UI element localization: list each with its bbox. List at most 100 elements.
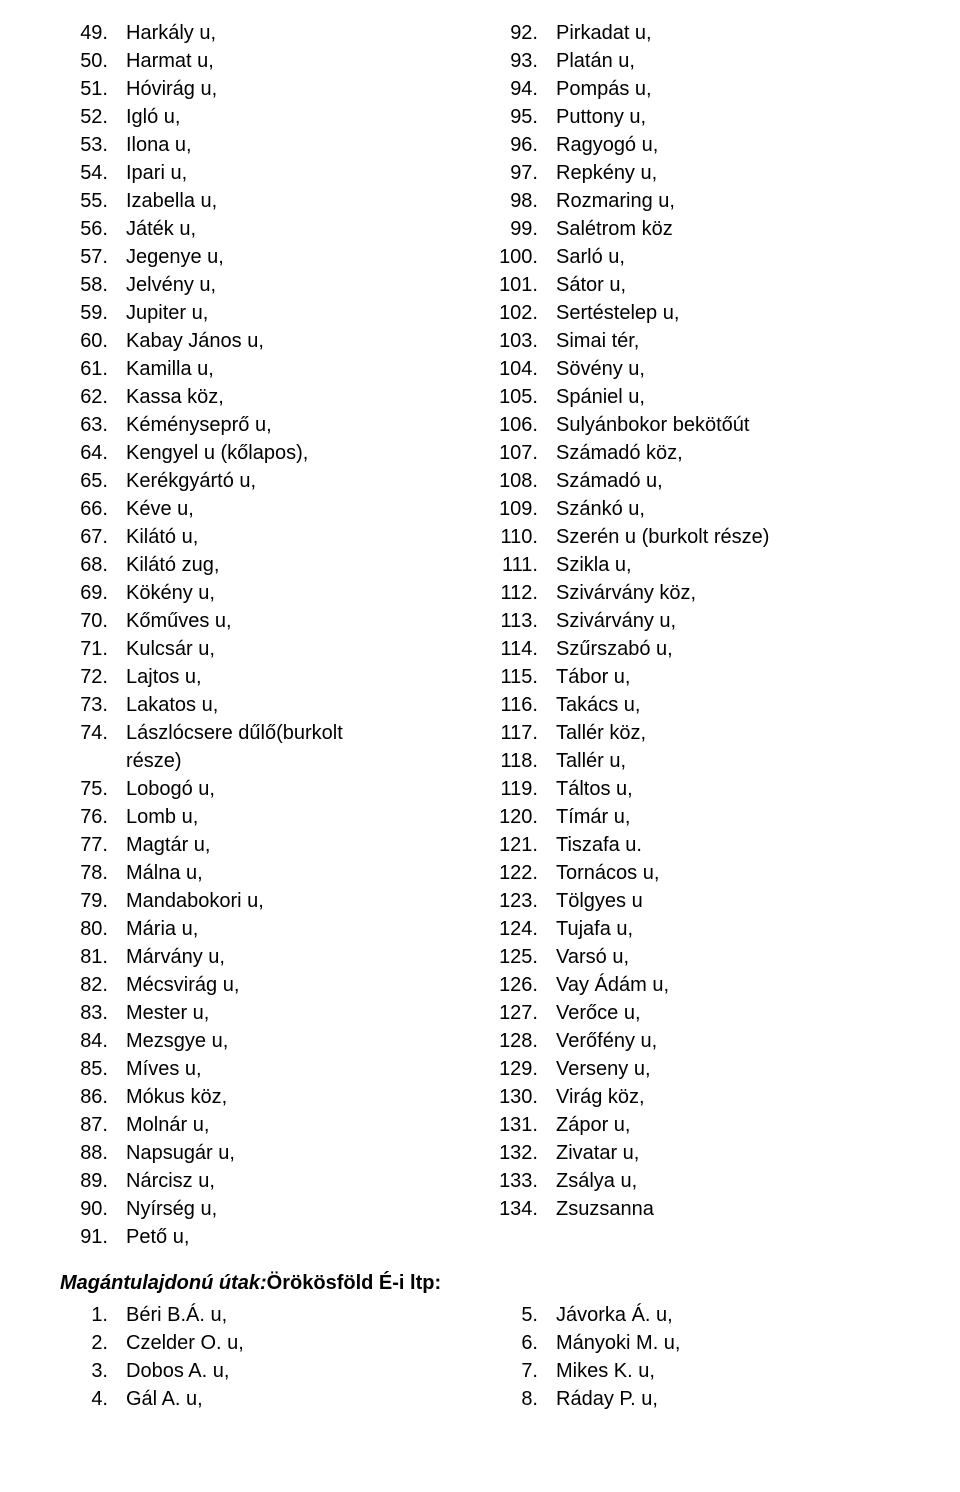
list-text: Szánkó u, (556, 496, 900, 522)
list-number: 72. (60, 664, 126, 690)
list-text: Mókus köz, (126, 1084, 470, 1110)
list-number: 129. (490, 1056, 556, 1082)
list-row: 72.Lajtos u, (60, 664, 470, 690)
list-text: Kőműves u, (126, 608, 470, 634)
list-text: Míves u, (126, 1056, 470, 1082)
list-number: 113. (490, 608, 556, 634)
list-text: Simai tér, (556, 328, 900, 354)
list-row: 129.Verseny u, (490, 1056, 900, 1082)
list-row: 59.Jupiter u, (60, 300, 470, 326)
list-row: 110.Szerén u (burkolt része) (490, 524, 900, 550)
list-row: 61.Kamilla u, (60, 356, 470, 382)
list-text: Kengyel u (kőlapos), (126, 440, 470, 466)
list-number: 114. (490, 636, 556, 662)
list-text: Sövény u, (556, 356, 900, 382)
list-row: 77.Magtár u, (60, 832, 470, 858)
list-row: 97.Repkény u, (490, 160, 900, 186)
list-row: 120.Tímár u, (490, 804, 900, 830)
list-row: 80.Mária u, (60, 916, 470, 942)
list-row: 3.Dobos A. u, (60, 1358, 470, 1384)
list-text: Kilátó u, (126, 524, 470, 550)
list-row: 91.Pető u, (60, 1224, 470, 1250)
list-number: 66. (60, 496, 126, 522)
list-text: Szivárvány u, (556, 608, 900, 634)
list-text: Molnár u, (126, 1112, 470, 1138)
list-number: 128. (490, 1028, 556, 1054)
list-row: 94.Pompás u, (490, 76, 900, 102)
list-row: 70.Kőműves u, (60, 608, 470, 634)
list-row: 127.Verőce u, (490, 1000, 900, 1026)
list-number: 69. (60, 580, 126, 606)
list-text: Pirkadat u, (556, 20, 900, 46)
list-row: 54.Ipari u, (60, 160, 470, 186)
list-number: 63. (60, 412, 126, 438)
list-number: 51. (60, 76, 126, 102)
list-text: Sátor u, (556, 272, 900, 298)
list-number: 88. (60, 1140, 126, 1166)
list-text: Salétrom köz (556, 216, 900, 242)
list-number: 120. (490, 804, 556, 830)
list-row: 112.Szivárvány köz, (490, 580, 900, 606)
list-row: 101.Sátor u, (490, 272, 900, 298)
list-row: 95.Puttony u, (490, 104, 900, 130)
list-row: 65.Kerékgyártó u, (60, 468, 470, 494)
list-number: 133. (490, 1168, 556, 1194)
list-row: 107.Számadó köz, (490, 440, 900, 466)
list-text: Tujafa u, (556, 916, 900, 942)
list-text: Pompás u, (556, 76, 900, 102)
list-text: Vay Ádám u, (556, 972, 900, 998)
list-text: Mányoki M. u, (556, 1330, 900, 1356)
list-text: Jegenye u, (126, 244, 470, 270)
list-row: 6.Mányoki M. u, (490, 1330, 900, 1356)
list-number: 121. (490, 832, 556, 858)
list-number: 59. (60, 300, 126, 326)
list-number: 5. (490, 1302, 556, 1328)
list-row: 5.Jávorka Á. u, (490, 1302, 900, 1328)
list-number: 122. (490, 860, 556, 886)
list-text: Ráday P. u, (556, 1386, 900, 1412)
list-row: 124.Tujafa u, (490, 916, 900, 942)
list-number: 108. (490, 468, 556, 494)
list-text: Lakatos u, (126, 692, 470, 718)
list-number: 84. (60, 1028, 126, 1054)
list-number: 82. (60, 972, 126, 998)
list-row: 51.Hóvirág u, (60, 76, 470, 102)
list-text: Jupiter u, (126, 300, 470, 326)
list-number: 73. (60, 692, 126, 718)
list-row: 63.Kéményseprő u, (60, 412, 470, 438)
list-row: 92.Pirkadat u, (490, 20, 900, 46)
list-text: Szikla u, (556, 552, 900, 578)
list-number: 58. (60, 272, 126, 298)
list-number: 102. (490, 300, 556, 326)
list-row: 111.Szikla u, (490, 552, 900, 578)
list-row: 8.Ráday P. u, (490, 1386, 900, 1412)
list-text: Harkály u, (126, 20, 470, 46)
list-row: 100.Sarló u, (490, 244, 900, 270)
list-row: 56.Játék u, (60, 216, 470, 242)
list-text-continuation: része) (60, 748, 470, 774)
list-number: 125. (490, 944, 556, 970)
list-text: Dobos A. u, (126, 1358, 470, 1384)
list-text: Béri B.Á. u, (126, 1302, 470, 1328)
list-text: Verőce u, (556, 1000, 900, 1026)
list-number: 74. (60, 720, 126, 746)
list-text: Tölgyes u (556, 888, 900, 914)
list-text: Verőfény u, (556, 1028, 900, 1054)
list-row: 75.Lobogó u, (60, 776, 470, 802)
list-row: 119.Táltos u, (490, 776, 900, 802)
list-row: 64.Kengyel u (kőlapos), (60, 440, 470, 466)
list-number: 67. (60, 524, 126, 550)
list-text: Tábor u, (556, 664, 900, 690)
list-row: 58.Jelvény u, (60, 272, 470, 298)
list-number: 95. (490, 104, 556, 130)
list-row: 83.Mester u, (60, 1000, 470, 1026)
list-number: 55. (60, 188, 126, 214)
list-text: Tallér köz, (556, 720, 900, 746)
list-text: Spániel u, (556, 384, 900, 410)
list-number: 111. (490, 552, 556, 578)
section-title: Magántulajdonú útak:Örökösföld É-i ltp: (60, 1270, 900, 1296)
list-row: 132.Zivatar u, (490, 1140, 900, 1166)
list-text: Izabella u, (126, 188, 470, 214)
list-text: Mandabokori u, (126, 888, 470, 914)
list-text: Nárcisz u, (126, 1168, 470, 1194)
